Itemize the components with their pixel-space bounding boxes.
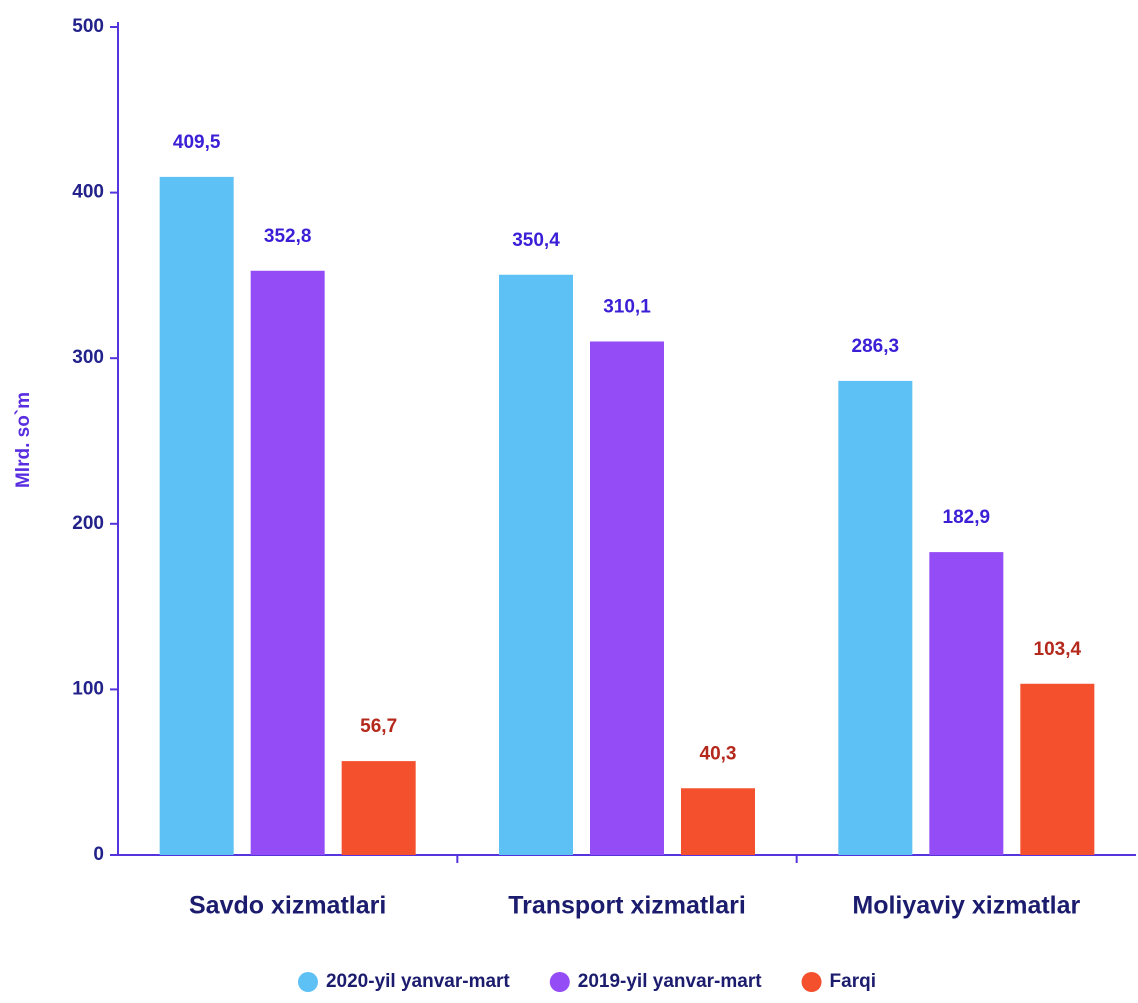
data-label: 286,3 — [852, 336, 900, 357]
y-tick-label: 500 — [72, 16, 104, 37]
bar — [159, 176, 234, 856]
bar — [838, 380, 913, 855]
bar — [1020, 683, 1095, 855]
legend-label: Farqi — [830, 971, 876, 992]
data-label: 310,1 — [603, 296, 651, 317]
y-tick-label: 300 — [72, 347, 104, 368]
legend-label: 2019-yil yanvar-mart — [578, 971, 762, 992]
legend-marker — [549, 972, 570, 992]
legend-marker — [297, 972, 318, 992]
y-tick-label: 100 — [72, 678, 104, 699]
bar — [590, 341, 664, 856]
bar — [499, 274, 573, 855]
x-tick-label: Savdo xizmatlari — [189, 892, 386, 920]
data-label: 40,3 — [700, 743, 737, 764]
data-label: 352,8 — [264, 226, 312, 247]
data-label: 350,4 — [512, 230, 560, 251]
data-label: 103,4 — [1034, 639, 1082, 660]
y-axis-label: Mlrd. so`m — [13, 392, 34, 488]
data-label: 409,5 — [173, 132, 221, 153]
bar — [250, 270, 325, 856]
legend-marker — [801, 972, 822, 992]
y-tick-label: 0 — [93, 844, 104, 865]
data-label: 56,7 — [360, 716, 397, 737]
bar — [929, 552, 1004, 855]
bar — [681, 788, 755, 855]
x-tick-label: Transport xizmatlari — [508, 892, 746, 920]
x-tick-label: Moliyaviy xizmatlar — [852, 892, 1080, 920]
legend-label: 2020-yil yanvar-mart — [326, 971, 510, 992]
bar — [341, 761, 416, 855]
y-tick-label: 200 — [72, 513, 104, 534]
data-label: 182,9 — [943, 507, 991, 528]
y-tick-label: 400 — [72, 182, 104, 203]
